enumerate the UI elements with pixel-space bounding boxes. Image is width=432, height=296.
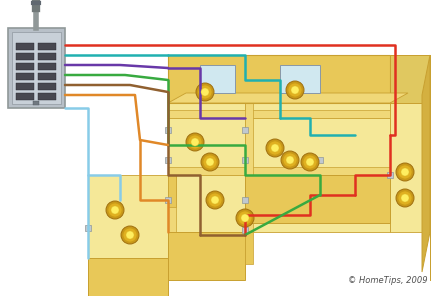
Polygon shape [12, 32, 61, 104]
Polygon shape [245, 118, 390, 175]
Bar [242, 197, 248, 203]
Polygon shape [245, 232, 253, 264]
Polygon shape [422, 55, 430, 272]
Polygon shape [245, 175, 390, 223]
Circle shape [398, 191, 412, 205]
Bar [16, 93, 34, 100]
Circle shape [123, 228, 137, 242]
Circle shape [291, 86, 299, 94]
Polygon shape [245, 175, 390, 232]
Bar [85, 225, 91, 231]
Bar [387, 172, 393, 178]
Circle shape [208, 193, 222, 207]
Circle shape [271, 144, 279, 152]
Polygon shape [168, 93, 408, 103]
Bar [242, 157, 248, 163]
Circle shape [201, 153, 219, 171]
Bar [38, 93, 56, 100]
Circle shape [396, 163, 414, 181]
Circle shape [188, 135, 202, 149]
Circle shape [196, 83, 214, 101]
Polygon shape [168, 175, 176, 207]
Circle shape [266, 139, 284, 157]
Circle shape [203, 155, 217, 169]
Bar [16, 53, 34, 60]
Polygon shape [390, 55, 430, 232]
Bar [317, 157, 323, 163]
Circle shape [283, 153, 297, 167]
Polygon shape [168, 167, 390, 175]
Circle shape [301, 153, 319, 171]
Circle shape [303, 155, 317, 169]
Polygon shape [168, 175, 245, 232]
Bar [165, 157, 171, 163]
Bar [38, 53, 56, 60]
Circle shape [286, 81, 304, 99]
Circle shape [281, 151, 299, 169]
Circle shape [241, 214, 249, 222]
Polygon shape [200, 65, 235, 93]
Circle shape [286, 156, 294, 164]
Circle shape [108, 203, 122, 217]
Polygon shape [168, 55, 390, 103]
Bar [242, 227, 248, 233]
Circle shape [106, 201, 124, 219]
Polygon shape [390, 55, 430, 103]
Polygon shape [168, 118, 245, 175]
Circle shape [121, 226, 139, 244]
Circle shape [268, 141, 282, 155]
Text: © HomeTips, 2009: © HomeTips, 2009 [348, 276, 428, 285]
Circle shape [236, 209, 254, 227]
Polygon shape [168, 232, 245, 280]
Circle shape [288, 83, 302, 97]
Circle shape [306, 158, 314, 166]
Bar [16, 73, 34, 80]
Circle shape [191, 138, 199, 146]
Polygon shape [88, 258, 168, 296]
Circle shape [126, 231, 134, 239]
Bar [38, 63, 56, 70]
Polygon shape [280, 65, 320, 93]
Circle shape [398, 165, 412, 179]
Bar [16, 43, 34, 50]
Circle shape [198, 85, 212, 99]
Polygon shape [88, 175, 168, 258]
Polygon shape [168, 110, 390, 118]
Polygon shape [245, 55, 390, 118]
Circle shape [201, 88, 209, 96]
Bar [16, 63, 34, 70]
Circle shape [401, 194, 409, 202]
Bar [38, 43, 56, 50]
Circle shape [111, 206, 119, 214]
Circle shape [186, 133, 204, 151]
Circle shape [206, 191, 224, 209]
Polygon shape [245, 55, 253, 232]
Circle shape [206, 158, 214, 166]
Bar [242, 127, 248, 133]
Circle shape [211, 196, 219, 204]
Bar [38, 83, 56, 90]
Circle shape [238, 211, 252, 225]
Bar [33, 101, 39, 105]
Polygon shape [168, 175, 176, 258]
Bar [38, 73, 56, 80]
Bar [165, 127, 171, 133]
Polygon shape [8, 28, 65, 108]
Bar [16, 83, 34, 90]
Bar [165, 197, 171, 203]
Circle shape [396, 189, 414, 207]
Polygon shape [168, 55, 245, 118]
Circle shape [401, 168, 409, 176]
